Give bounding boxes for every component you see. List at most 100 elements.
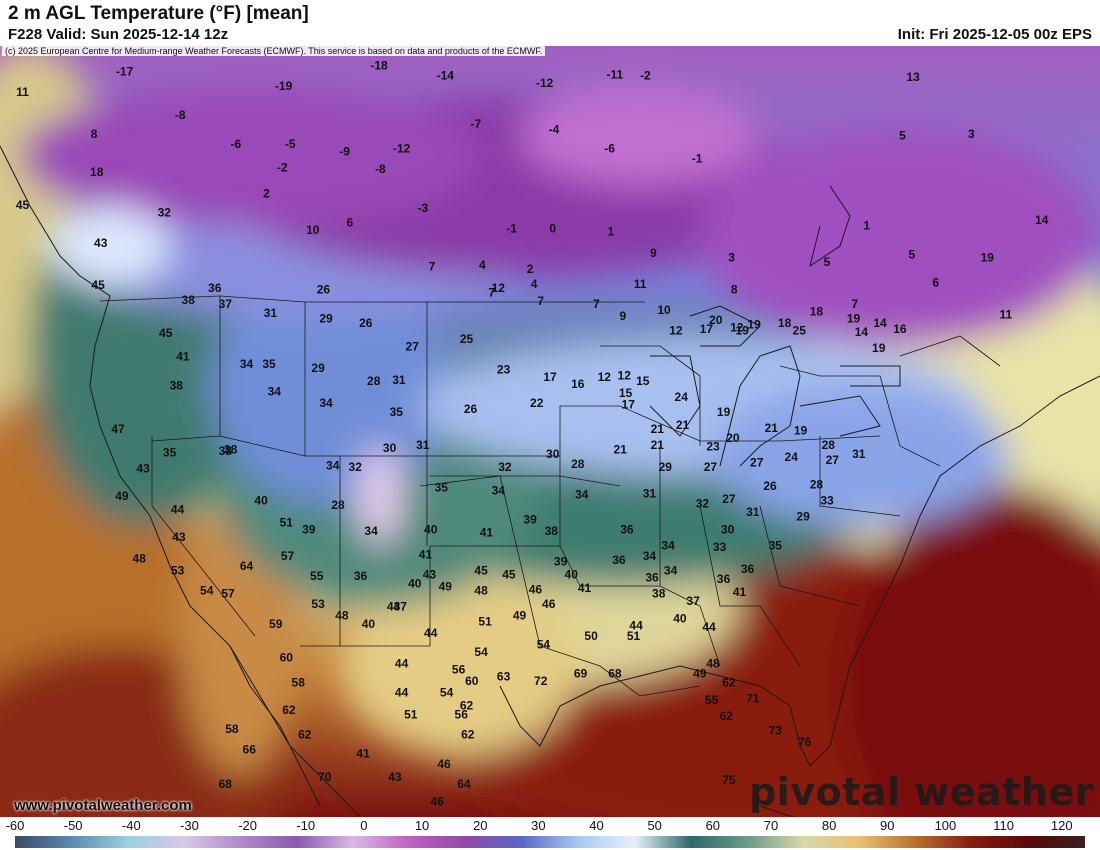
temperature-label: 44 (395, 685, 409, 699)
temperature-label: 55 (310, 569, 324, 583)
temperature-label: 64 (240, 559, 254, 573)
temperature-label: 31 (643, 486, 657, 500)
temperature-label: 19 (981, 251, 995, 265)
temperature-label: 19 (847, 312, 861, 326)
temperature-label: 1 (863, 219, 870, 233)
temperature-label: 45 (474, 563, 488, 577)
temperature-label: 34 (661, 539, 675, 553)
temperature-label: 32 (349, 460, 363, 474)
color-scale-tick-label: 50 (647, 818, 662, 833)
temperature-label: 37 (219, 297, 233, 311)
temperature-label: 71 (746, 691, 760, 705)
site-url[interactable]: www.pivotalweather.com (14, 797, 192, 814)
temperature-label: 3 (968, 127, 975, 141)
temperature-label: 72 (534, 674, 548, 688)
temperature-label: 14 (855, 325, 869, 339)
temperature-label: 17 (543, 370, 557, 384)
temperature-label: -14 (437, 69, 455, 83)
temperature-label: 21 (765, 421, 779, 435)
temperature-label: 48 (474, 584, 488, 598)
map-header: 2 m AGL Temperature (°F) [mean] F228 Val… (0, 0, 1100, 46)
temperature-label: 60 (465, 674, 479, 688)
temperature-map[interactable]: -17 -19 -18 -14 -12 -11 11 -8 8 -6 -5 -9 -12 -7 -4 -6 -2… (0, 46, 1100, 817)
temperature-label: 76 (798, 735, 812, 749)
temperature-label: 29 (319, 312, 333, 326)
temperature-label: 40 (565, 568, 579, 582)
temperature-label: 53 (311, 597, 325, 611)
temperature-label: 69 (574, 667, 588, 681)
temperature-label: 62 (720, 709, 734, 723)
temperature-label: 43 (136, 461, 150, 475)
temperature-label: 18 (810, 304, 824, 318)
temperature-label: 21 (676, 418, 690, 432)
temperature-label: 29 (659, 460, 673, 474)
temperature-label: -19 (275, 79, 293, 93)
temperature-label: 50 (584, 629, 598, 643)
temperature-label: 19 (736, 323, 750, 337)
temperature-label: 62 (461, 728, 475, 742)
temperature-label: 38 (545, 524, 559, 538)
color-scale-tick-label: 60 (705, 818, 721, 833)
color-scale-tick-label: -50 (63, 818, 83, 833)
temperature-label: 40 (424, 523, 438, 537)
temperature-label: 62 (460, 699, 474, 713)
temperature-label: 43 (94, 236, 108, 250)
temperature-label: 27 (826, 453, 840, 467)
temperature-label: 49 (439, 579, 453, 593)
temperature-label: 2 (527, 262, 534, 276)
temperature-label: 51 (280, 515, 294, 529)
temperature-label: 41 (419, 547, 433, 561)
temperature-label: 36 (717, 572, 731, 586)
temperature-label: 35 (769, 539, 783, 553)
color-scale-tick-label: 30 (531, 818, 546, 833)
temperature-label: 49 (513, 608, 527, 622)
temperature-label: 19 (717, 405, 731, 419)
state-borders (99, 295, 1001, 697)
temperature-label: 11 (634, 277, 647, 291)
color-scale-tick-label: 70 (763, 818, 779, 833)
temperature-label: 3 (728, 251, 735, 265)
temperature-label: 24 (785, 450, 799, 464)
temperature-label: 6 (347, 216, 354, 230)
temperature-label: -4 (549, 123, 560, 137)
color-scale-tick-label: 110 (993, 818, 1014, 833)
temperature-label: 34 (268, 384, 282, 398)
temperature-label: 36 (741, 562, 755, 576)
color-scale-tick-label: 0 (360, 818, 368, 833)
temperature-label: 43 (388, 770, 402, 784)
temperature-label: 7 (488, 285, 495, 299)
temperature-label: 24 (675, 390, 689, 404)
temperature-label: 4 (479, 258, 486, 272)
temperature-label: 38 (224, 443, 238, 457)
temperature-label: -3 (417, 201, 428, 215)
temperature-label: 4 (531, 277, 538, 291)
color-scale-tick-label: 40 (589, 818, 604, 833)
temperature-label: 27 (704, 460, 718, 474)
temperature-label: 38 (219, 444, 233, 458)
temperature-label: 31 (416, 438, 430, 452)
temperature-label: 54 (200, 584, 214, 598)
temperature-label: 16 (893, 322, 907, 336)
temperature-label: 40 (408, 576, 422, 590)
temperature-label: 28 (822, 438, 836, 452)
temperature-label: 58 (292, 675, 306, 689)
temperature-label: -18 (370, 59, 388, 73)
temperature-label: -1 (506, 221, 517, 235)
color-scale-bar (15, 836, 1085, 848)
temperature-label: 12 (492, 281, 506, 295)
copyright-notice: (c) 2025 European Centre for Medium-rang… (2, 46, 546, 56)
temperature-label: 19 (872, 341, 886, 355)
temperature-label: -2 (640, 69, 651, 83)
temperature-label: 7 (593, 297, 600, 311)
temperature-label: 12 (598, 370, 612, 384)
temperature-label: 8 (91, 127, 98, 141)
color-scale-tick-label: 90 (880, 818, 895, 833)
temperature-label: 41 (356, 747, 370, 761)
temperature-label: 60 (280, 651, 294, 665)
temperature-label: 73 (769, 723, 783, 737)
temperature-label: 2 (263, 187, 270, 201)
temperature-label: 45 (16, 198, 30, 212)
temperature-label: 63 (497, 669, 511, 683)
temperature-label: 34 (643, 549, 657, 563)
temperature-label: 51 (478, 614, 492, 628)
